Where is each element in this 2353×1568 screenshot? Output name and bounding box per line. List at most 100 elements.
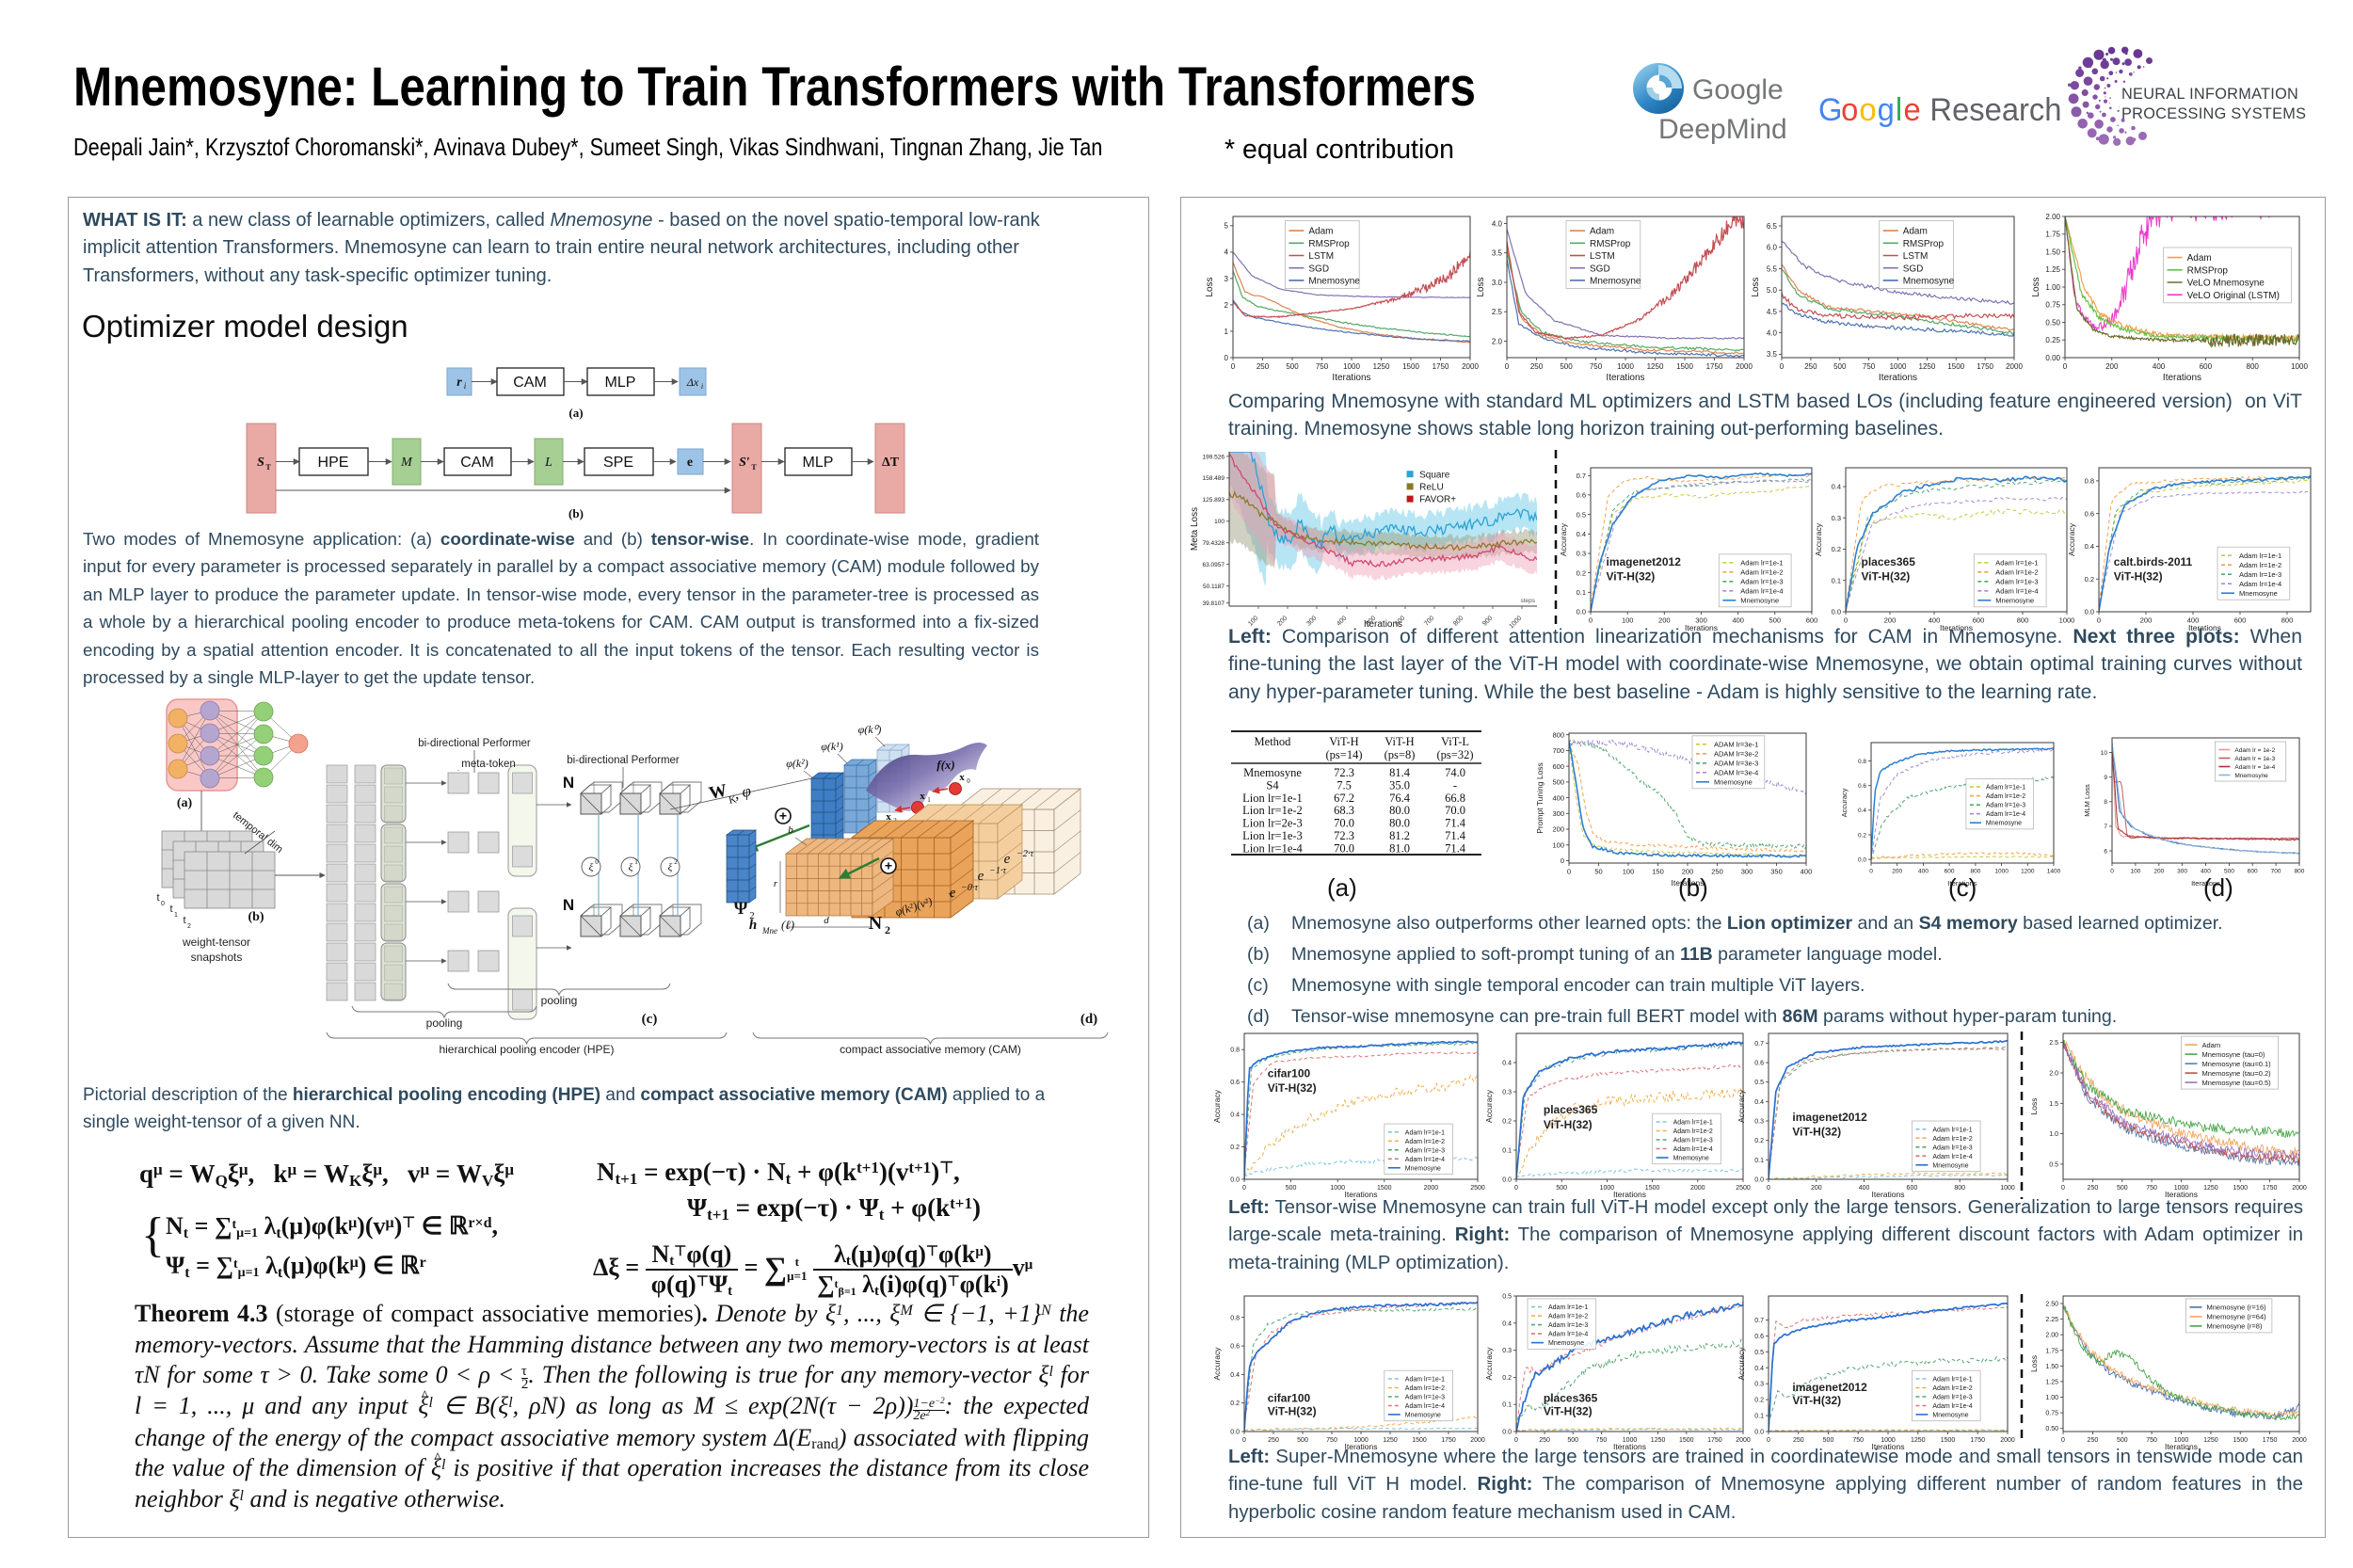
svg-text:x: x [920, 791, 925, 802]
svg-text:Accuracy: Accuracy [1559, 522, 1568, 556]
svg-text:0.8: 0.8 [1858, 759, 1866, 765]
svg-text:FAVOR+: FAVOR+ [1419, 495, 1456, 505]
svg-text:1.00: 1.00 [2045, 1395, 2058, 1401]
svg-text:200: 200 [2105, 362, 2119, 371]
svg-text:-: - [1453, 778, 1457, 792]
svg-text:0: 0 [2061, 1185, 2065, 1192]
svg-text:1000: 1000 [2291, 362, 2308, 371]
svg-text:2000: 2000 [2006, 362, 2023, 371]
svg-text:Mnemosyne: Mnemosyne [1740, 597, 1779, 605]
svg-text:100: 100 [1623, 868, 1635, 876]
svg-text:4: 4 [1225, 248, 1229, 257]
svg-text:400: 400 [2201, 869, 2211, 875]
svg-text:f(x): f(x) [936, 758, 955, 772]
svg-text:Adam lr=1e-2: Adam lr=1e-2 [1405, 1385, 1445, 1392]
svg-text:71.4: 71.4 [1445, 817, 1466, 830]
svg-text:2.00: 2.00 [2045, 213, 2060, 221]
svg-text:Iterations: Iterations [2165, 1190, 2198, 1199]
svg-text:400: 400 [2153, 362, 2166, 371]
svg-text:0.75: 0.75 [2045, 1411, 2058, 1417]
svg-text:Mnemosyne: Mnemosyne [1903, 277, 1955, 287]
svg-text:750: 750 [1316, 362, 1329, 371]
svg-text:SPE: SPE [603, 455, 633, 471]
svg-text:h: h [749, 918, 757, 933]
svg-text:0.3: 0.3 [1754, 1382, 1764, 1388]
svg-text:Adam lr=1e-2: Adam lr=1e-2 [1986, 793, 2025, 800]
svg-text:Mnemosyne: Mnemosyne [1590, 277, 1641, 287]
svg-text:0.5: 0.5 [1502, 1294, 1512, 1301]
svg-text:500: 500 [2224, 869, 2234, 875]
svg-text:0: 0 [1514, 1437, 1518, 1444]
svg-text:1500: 1500 [2233, 1437, 2248, 1444]
svg-text:1: 1 [1225, 328, 1229, 336]
svg-text:Lion lr=1e-4: Lion lr=1e-4 [1242, 841, 1303, 855]
svg-text:Lion lr=1e-2: Lion lr=1e-2 [1242, 804, 1303, 817]
svg-text:L: L [544, 456, 552, 470]
svg-text:1000: 1000 [2174, 1437, 2189, 1444]
svg-text:meta-token: meta-token [461, 759, 516, 770]
svg-text:1250: 1250 [1651, 1437, 1666, 1444]
svg-text:81.2: 81.2 [1389, 829, 1410, 842]
svg-text:0.00: 0.00 [2045, 354, 2060, 362]
svg-text:500: 500 [1833, 362, 1847, 371]
svg-text:imagenet2012: imagenet2012 [1607, 555, 1682, 568]
svg-text:0: 0 [1844, 616, 1848, 625]
svg-text:r: r [774, 878, 778, 889]
svg-text:0.4: 0.4 [1832, 483, 1841, 491]
svg-text:1.75: 1.75 [2045, 231, 2060, 239]
svg-text:1250: 1250 [1383, 1437, 1398, 1444]
svg-text:e: e [1904, 92, 1921, 128]
svg-text:1500: 1500 [1402, 362, 1419, 371]
svg-text:2500: 2500 [1736, 1185, 1751, 1192]
svg-text:1250: 1250 [1919, 362, 1936, 371]
svg-text:1: 1 [634, 858, 638, 866]
svg-text:Adam lr=1e-3: Adam lr=1e-3 [1932, 1144, 1972, 1151]
svg-text:bi-directional Performer: bi-directional Performer [418, 738, 531, 749]
svg-text:N: N [869, 913, 883, 934]
svg-text:Mne: Mne [761, 926, 777, 936]
svg-text:0.2: 0.2 [1754, 1398, 1764, 1404]
svg-text:M: M [400, 456, 413, 470]
svg-text:0.0: 0.0 [1754, 1177, 1764, 1184]
svg-text:400: 400 [2187, 616, 2200, 625]
svg-text:Adam lr=1e-1: Adam lr=1e-1 [1932, 1377, 1972, 1384]
svg-text:100: 100 [1552, 841, 1564, 850]
svg-text:4.5: 4.5 [1767, 308, 1778, 316]
svg-text:0: 0 [2110, 869, 2114, 875]
svg-text:Accuracy: Accuracy [1737, 1089, 1746, 1123]
svg-text:Loss: Loss [2029, 1098, 2039, 1115]
svg-text:K: K [728, 793, 737, 806]
svg-text:Adam lr=1e-2: Adam lr=1e-2 [1995, 568, 2038, 577]
svg-text:200: 200 [1811, 1185, 1822, 1192]
svg-text:200: 200 [2153, 869, 2164, 875]
svg-text:2000: 2000 [1462, 362, 1479, 371]
svg-text:72.3: 72.3 [1334, 766, 1354, 779]
svg-text:0.75: 0.75 [2045, 301, 2060, 310]
svg-text:Mnemosyne (r=64): Mnemosyne (r=64) [2207, 1313, 2267, 1321]
svg-text:MLM Loss: MLM Loss [2083, 784, 2091, 817]
svg-text:Adam lr=1e-4: Adam lr=1e-4 [1405, 1157, 1445, 1163]
svg-text:500: 500 [1286, 1185, 1297, 1192]
svg-text:800: 800 [1970, 869, 1980, 875]
svg-text:1000: 1000 [1623, 1437, 1638, 1444]
svg-text:Research: Research [1929, 92, 2061, 128]
svg-text:ADAM lr=3e-3: ADAM lr=3e-3 [1714, 760, 1758, 768]
svg-text:600: 600 [2200, 362, 2213, 371]
svg-text:Iterations: Iterations [1332, 373, 1370, 383]
svg-text:0.25: 0.25 [2045, 336, 2060, 344]
svg-text:ViT-H(32): ViT-H(32) [1544, 1405, 1593, 1418]
svg-text:e: e [950, 886, 956, 901]
svg-text:Mnemosyne (tau=0.1): Mnemosyne (tau=0.1) [2202, 1060, 2272, 1068]
svg-text:Method: Method [1255, 735, 1292, 748]
svg-text:0.6: 0.6 [1230, 1080, 1240, 1086]
svg-text:0: 0 [1767, 1437, 1770, 1444]
svg-text:2.50: 2.50 [2045, 1302, 2058, 1308]
svg-text:300: 300 [1741, 868, 1753, 876]
svg-text:Meta Loss: Meta Loss [1190, 507, 1200, 551]
svg-text:5: 5 [1225, 222, 1229, 231]
svg-text:3.5: 3.5 [1492, 249, 1503, 258]
svg-text:Adam lr = 1e-4: Adam lr = 1e-4 [2234, 764, 2275, 771]
svg-text:ξ: ξ [629, 862, 633, 873]
svg-text:0: 0 [1567, 868, 1571, 876]
svg-text:SGD: SGD [1903, 264, 1924, 274]
